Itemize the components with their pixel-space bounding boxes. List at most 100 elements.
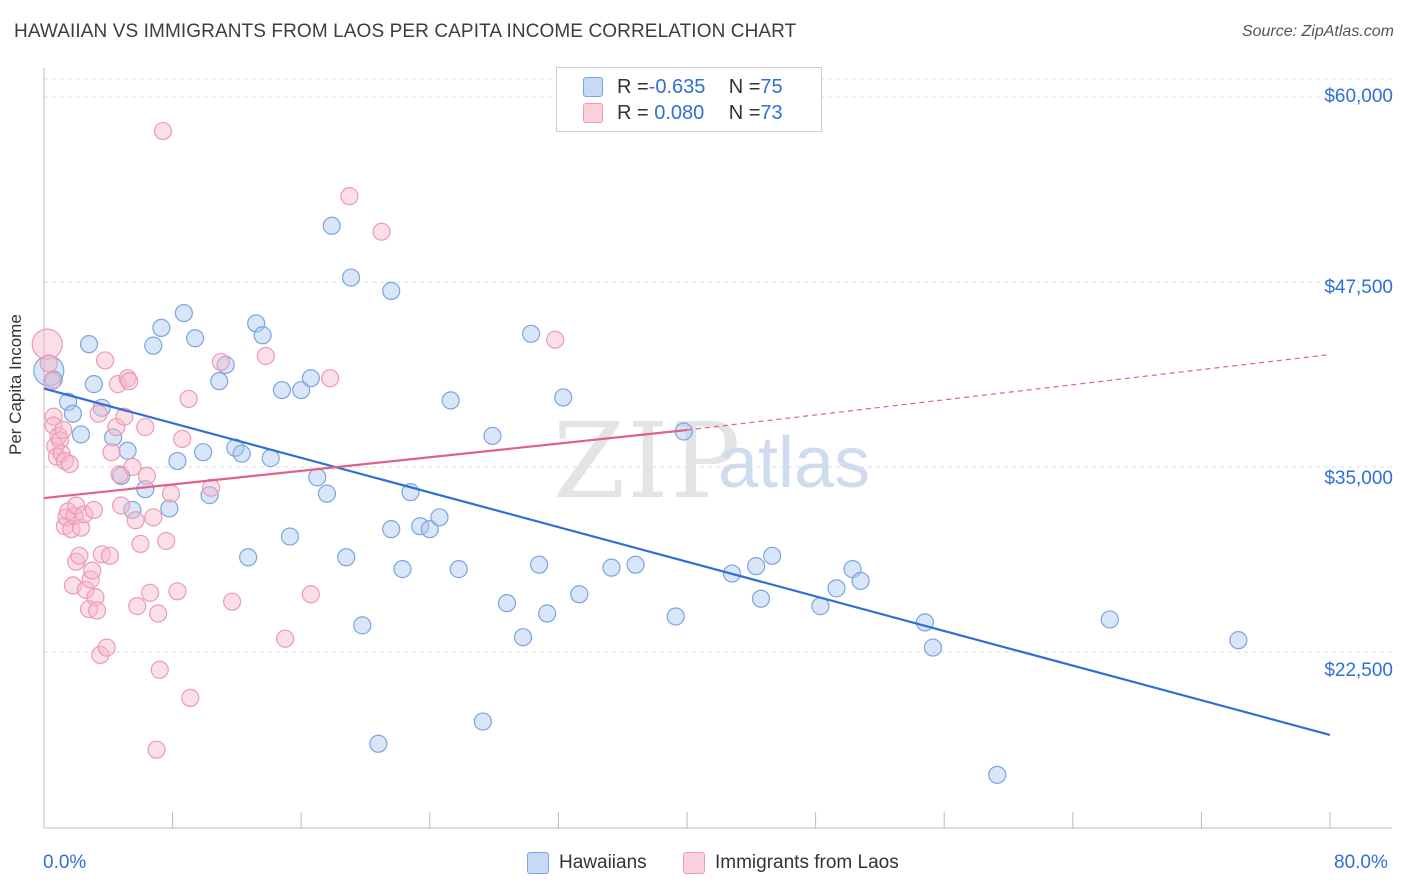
laos-point <box>546 330 565 349</box>
legend-swatch-laos <box>683 852 705 874</box>
hawaiian-point <box>1100 610 1119 629</box>
hawaiian-point <box>497 594 517 613</box>
laos-trend-extension <box>686 353 1331 431</box>
x-max-label: 80.0% <box>1334 852 1388 873</box>
laos-point <box>87 601 107 620</box>
hawaiian-point <box>317 484 337 503</box>
hawaiian-point <box>393 560 412 579</box>
hawaiian-point <box>63 404 83 423</box>
y-tick-label-47500: $47,500 <box>1324 277 1393 298</box>
hawaiian-point <box>626 555 645 574</box>
laos-point <box>86 588 105 607</box>
hawaiian-point <box>666 607 685 626</box>
correlation-legend: R = -0.635 N = 75 R = 0.080 N = 73 <box>556 67 822 132</box>
legend-swatch-pink <box>583 103 603 123</box>
laos-point <box>76 580 95 599</box>
hawaiian-point <box>554 388 573 407</box>
legend-swatch-hawaiians <box>527 852 549 874</box>
laos-point <box>256 346 275 366</box>
hawaiian-point <box>160 499 179 518</box>
hawaiian-point <box>570 585 589 604</box>
laos-point <box>123 457 142 477</box>
chart-title: HAWAIIAN VS IMMIGRANTS FROM LAOS PER CAP… <box>14 21 797 42</box>
laos-point <box>71 518 91 537</box>
hawaiian-point <box>382 281 401 300</box>
laos-point <box>54 420 73 440</box>
legend-r-value: -0.635 <box>648 75 706 98</box>
legend-item-hawaiians: Hawaiians <box>527 852 647 874</box>
laos-point <box>75 505 94 524</box>
hawaiian-point <box>186 329 205 348</box>
laos-point <box>340 187 359 206</box>
hawaiian-point <box>521 324 541 343</box>
legend-row-hawaiians: R = -0.635 N = 75 <box>583 75 783 99</box>
hawaiian-point <box>483 426 502 446</box>
legend-label-laos: Immigrants from Laos <box>715 852 899 873</box>
hawaiian-point <box>923 638 943 657</box>
laos-trend-line <box>43 428 688 500</box>
legend-label-hawaiians: Hawaiians <box>559 852 647 873</box>
hawaiian-point <box>530 555 549 574</box>
laos-point <box>89 404 108 423</box>
laos-point <box>31 328 63 360</box>
laos-point <box>84 500 103 520</box>
hawaiian-point <box>851 571 870 591</box>
hawaiian-point <box>253 326 272 345</box>
laos-point <box>153 121 173 141</box>
laos-point <box>118 369 137 388</box>
laos-point <box>149 604 168 623</box>
laos-point <box>301 585 320 604</box>
laos-point <box>62 520 81 539</box>
hawaiian-point <box>988 765 1007 784</box>
legend-r-label: R = <box>617 101 649 124</box>
hawaiian-point <box>200 486 219 505</box>
laos-point <box>112 496 131 515</box>
hawaiian-point <box>322 216 341 235</box>
laos-point <box>60 454 79 474</box>
hawaiian-point <box>430 508 449 527</box>
laos-point <box>137 466 156 485</box>
laos-point <box>39 354 58 373</box>
legend-n-label: N = <box>728 101 761 124</box>
hawaiian-point <box>382 520 401 539</box>
source-attribution: Source: ZipAtlas.com <box>1241 23 1394 40</box>
hawaiian-point <box>341 268 361 287</box>
laos-point <box>50 431 70 450</box>
y-axis-title: Per Capita Income <box>6 314 25 455</box>
laos-point <box>276 629 295 648</box>
hawaiian-point <box>369 734 388 753</box>
laos-point <box>136 417 155 437</box>
laos-point <box>150 660 169 679</box>
hawaiian-point <box>473 712 492 731</box>
hawaiian-point <box>232 444 251 463</box>
legend-row-laos: R = 0.080 N = 73 <box>583 101 783 125</box>
laos-point <box>95 351 115 370</box>
laos-point <box>157 531 176 551</box>
legend-n-value: 75 <box>760 75 783 98</box>
hawaiian-point <box>747 557 766 576</box>
y-tick-label-35000: $35,000 <box>1324 468 1393 489</box>
laos-point <box>372 222 391 241</box>
laos-point <box>321 369 340 388</box>
legend-swatch-blue <box>583 77 603 97</box>
hawaiian-point <box>280 527 300 546</box>
laos-point <box>55 451 74 471</box>
watermark-zip: ZIP <box>553 400 743 522</box>
legend-n-label: N = <box>728 75 761 98</box>
hawaiian-point <box>337 548 356 567</box>
hawaiian-point <box>513 628 533 647</box>
laos-point <box>120 372 139 391</box>
hawaiian-point <box>33 355 65 387</box>
laos-point <box>97 638 116 657</box>
legend-r-label: R = <box>617 75 649 98</box>
x-min-label: 0.0% <box>43 852 87 873</box>
hawaiian-point <box>123 500 142 520</box>
hawaiian-point <box>84 375 103 394</box>
laos-point <box>181 688 200 707</box>
hawaiian-point <box>602 558 621 577</box>
laos-point <box>179 389 198 409</box>
laos-point <box>108 375 128 394</box>
hawaiian-point <box>827 579 846 598</box>
watermark-atlas: atlas <box>718 423 871 503</box>
